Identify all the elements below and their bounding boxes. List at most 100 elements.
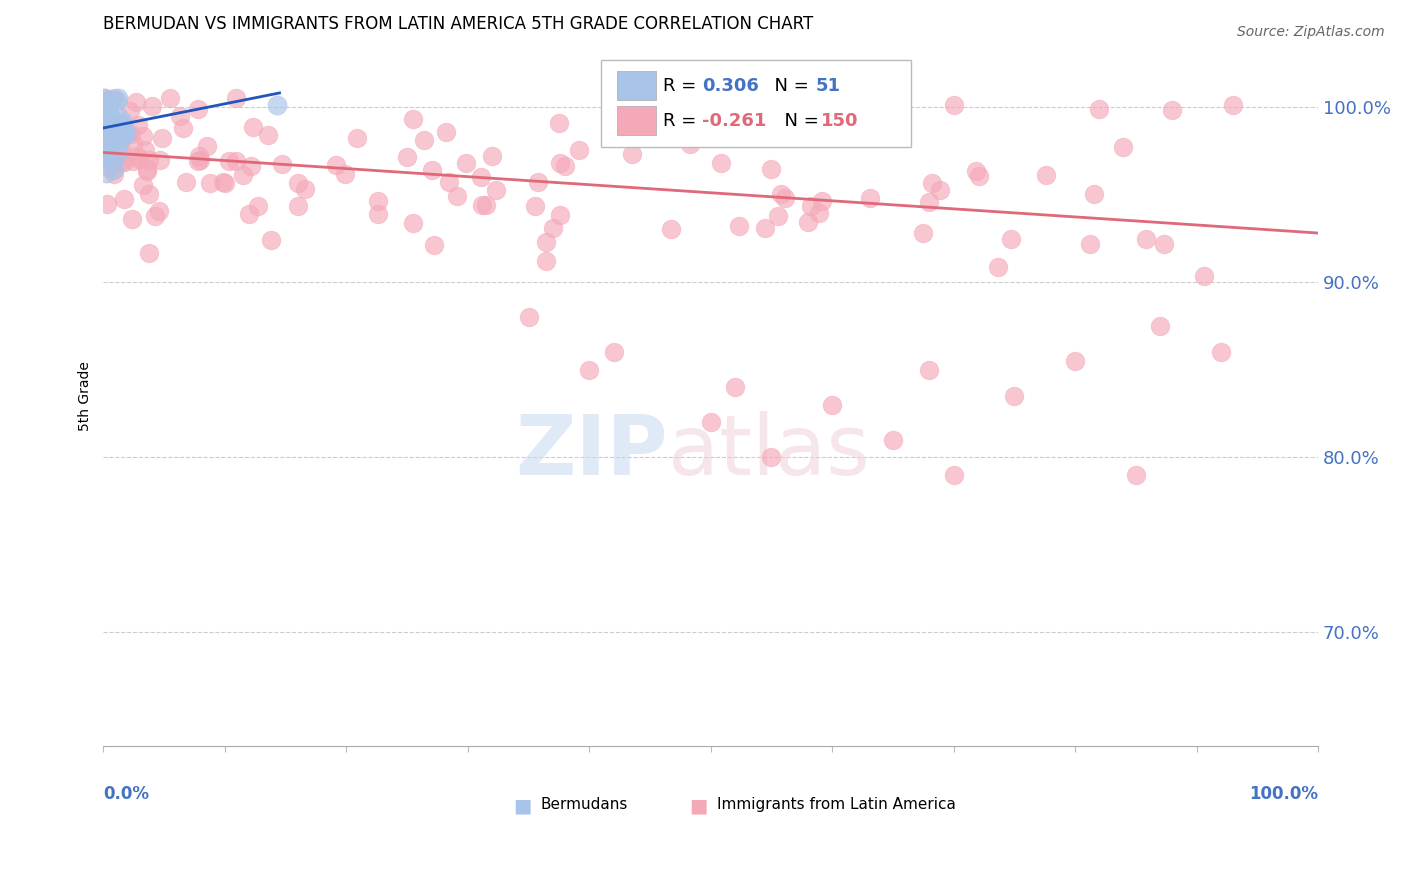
Point [148, 204, 170, 219]
Point [845, 102, 868, 116]
Point [187, 103, 209, 117]
Point [107, 132, 129, 146]
Point [97, 160, 120, 174]
Point [257, 128, 280, 143]
Point [110, 142, 132, 156]
Point [548, 115, 571, 129]
Point [188, 153, 211, 167]
Point [176, 175, 198, 189]
Point [1083, 187, 1105, 202]
Point [93, 124, 115, 138]
Point [96, 94, 118, 108]
Point [212, 176, 235, 190]
Point [103, 155, 125, 169]
Point [112, 193, 135, 207]
Point [912, 226, 935, 240]
Point [112, 154, 135, 169]
Point [94, 166, 117, 180]
Point [135, 164, 157, 178]
Point [1111, 139, 1133, 153]
Point [1064, 354, 1087, 368]
Point [110, 125, 132, 139]
Point [93, 91, 115, 105]
Point [967, 169, 990, 183]
Point [554, 160, 576, 174]
Point [517, 310, 540, 324]
Point [367, 194, 389, 208]
Point [96, 98, 118, 112]
Point [568, 143, 591, 157]
Point [107, 146, 129, 161]
Point [108, 118, 131, 132]
Point [122, 154, 145, 169]
Point [131, 128, 153, 143]
Point [143, 210, 166, 224]
Text: 150: 150 [821, 112, 859, 129]
Point [120, 127, 142, 141]
Text: ZIP: ZIP [516, 411, 668, 492]
Point [700, 415, 723, 429]
Point [471, 198, 494, 212]
Point [103, 162, 125, 177]
Point [617, 115, 640, 129]
Point [94, 151, 117, 165]
Point [94, 151, 117, 165]
Point [620, 147, 643, 161]
Point [169, 109, 191, 123]
Point [125, 149, 148, 163]
Point [866, 128, 889, 143]
Point [172, 120, 194, 135]
Point [437, 175, 460, 189]
Point [481, 149, 503, 163]
Point [769, 186, 792, 201]
Point [195, 139, 218, 153]
Point [768, 209, 790, 223]
Text: BERMUDAN VS IMMIGRANTS FROM LATIN AMERICA 5TH GRADE CORRELATION CHART: BERMUDAN VS IMMIGRANTS FROM LATIN AMERIC… [104, 15, 814, 33]
Point [534, 253, 557, 268]
Point [470, 170, 492, 185]
Point [367, 207, 389, 221]
Point [796, 215, 818, 229]
Point [112, 114, 135, 128]
Text: R =: R = [664, 77, 703, 95]
FancyBboxPatch shape [602, 60, 911, 147]
Point [93, 128, 115, 143]
Point [93, 145, 115, 159]
Point [138, 153, 160, 167]
Point [294, 182, 316, 196]
Point [1125, 467, 1147, 482]
Point [94, 112, 117, 126]
Point [159, 91, 181, 105]
Point [534, 235, 557, 250]
Point [97, 114, 120, 128]
Point [98, 145, 121, 159]
Point [138, 187, 160, 202]
Y-axis label: 5th Grade: 5th Grade [79, 361, 93, 431]
Point [100, 93, 122, 107]
Point [94, 122, 117, 136]
Point [110, 130, 132, 145]
Point [198, 176, 221, 190]
Point [96, 120, 118, 135]
Point [808, 206, 831, 220]
Point [395, 150, 418, 164]
Point [107, 136, 129, 151]
Point [225, 91, 247, 105]
Point [103, 91, 125, 105]
Point [96, 94, 118, 108]
Point [138, 245, 160, 260]
Point [96, 110, 118, 124]
Point [759, 162, 782, 177]
Point [152, 131, 174, 145]
Point [149, 153, 172, 167]
Point [100, 120, 122, 135]
Point [929, 183, 952, 197]
Point [523, 199, 546, 213]
Text: atlas: atlas [668, 411, 870, 492]
Point [942, 98, 965, 112]
Point [527, 174, 550, 188]
Point [578, 362, 600, 376]
Point [110, 130, 132, 145]
Point [98, 128, 121, 142]
Point [93, 120, 115, 135]
